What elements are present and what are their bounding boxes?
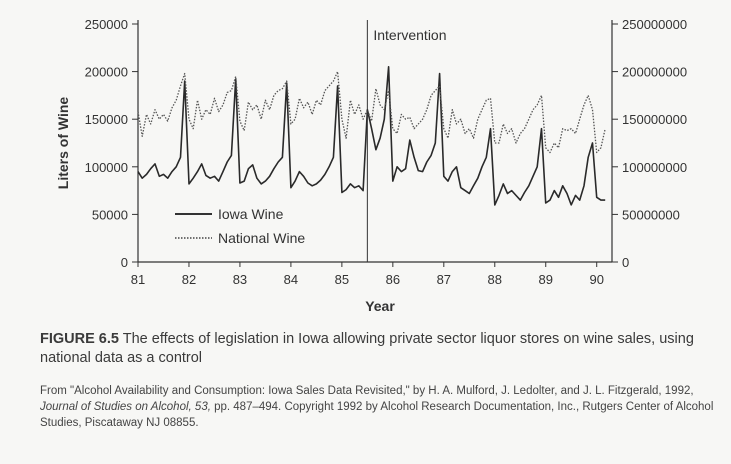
figure-caption-text: The effects of legislation in Iowa allow… — [40, 331, 694, 366]
intervention-label: Intervention — [373, 27, 446, 43]
iowa-wine-line — [137, 66, 606, 206]
x-tick-label: 90 — [589, 272, 603, 287]
right-tick-label: 0 — [622, 255, 629, 270]
figure-caption: FIGURE 6.5 The effects of legislation in… — [40, 330, 720, 368]
x-tick-label: 87 — [437, 272, 451, 287]
left-tick-label: 250000 — [85, 17, 128, 32]
x-tick-label: 85 — [335, 272, 349, 287]
x-tick-label: 82 — [182, 272, 196, 287]
left-tick-label: 0 — [121, 255, 128, 270]
source-text-post: pp. 487–494. Copyright 1992 by Alcohol R… — [40, 401, 714, 429]
x-axis-title: Year — [365, 298, 395, 314]
legend-iowa-label: Iowa Wine — [218, 206, 284, 222]
left-tick-label: 150000 — [85, 112, 128, 127]
series-layer — [137, 66, 606, 206]
x-tick-label: 89 — [539, 272, 553, 287]
wine-sales-chart: 0 50000 100000 150000 200000 250000 0 50000000… — [55, 17, 687, 314]
left-tick-label: 50000 — [92, 207, 128, 222]
x-tick-label: 81 — [131, 272, 145, 287]
left-tick-label: 100000 — [85, 160, 128, 175]
right-tick-label: 150000000 — [622, 112, 687, 127]
x-tick-label: 83 — [233, 272, 247, 287]
right-y-axis: 0 50000000 100000000 150000000 200000000 2500… — [612, 17, 687, 270]
plot-frame — [137, 20, 613, 263]
legend-national-label: National Wine — [218, 230, 305, 246]
right-tick-label: 250000000 — [622, 17, 687, 32]
y-axis-title: Liters of Wine — [55, 97, 71, 190]
right-tick-label: 100000000 — [622, 160, 687, 175]
source-citation: From "Alcohol Availability and Consumpti… — [40, 383, 720, 431]
x-axis: 81 82 83 84 85 86 87 88 89 90 — [131, 262, 604, 287]
x-tick-label: 88 — [488, 272, 502, 287]
legend: Iowa Wine National Wine — [175, 206, 305, 246]
national-wine-line — [137, 70, 606, 154]
x-tick-label: 84 — [284, 272, 298, 287]
figure-label: FIGURE 6.5 — [40, 331, 119, 347]
source-journal: Journal of Studies on Alcohol, 53, — [40, 401, 211, 413]
source-text-pre: From "Alcohol Availability and Consumpti… — [40, 385, 694, 397]
right-tick-label: 50000000 — [622, 207, 680, 222]
x-tick-label: 86 — [386, 272, 400, 287]
left-tick-label: 200000 — [85, 65, 128, 80]
right-tick-label: 200000000 — [622, 65, 687, 80]
left-y-axis: 0 50000 100000 150000 200000 250000 — [85, 17, 138, 270]
